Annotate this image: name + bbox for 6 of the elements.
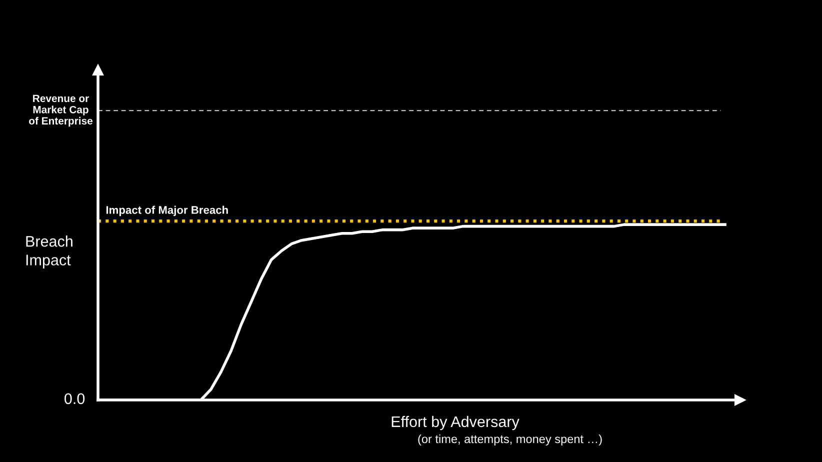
text: 0.0 bbox=[64, 393, 85, 404]
ref-line-label: Revenue or Market Cap of Enterprise bbox=[29, 94, 93, 127]
x-axis-title: Effort by Adversary bbox=[392, 416, 520, 430]
ref-line-label: Impact of Major Breach bbox=[106, 206, 228, 216]
text: (or time, attempts, money spent …) bbox=[418, 434, 602, 446]
y-axis-title: Breach Impact bbox=[26, 236, 72, 268]
